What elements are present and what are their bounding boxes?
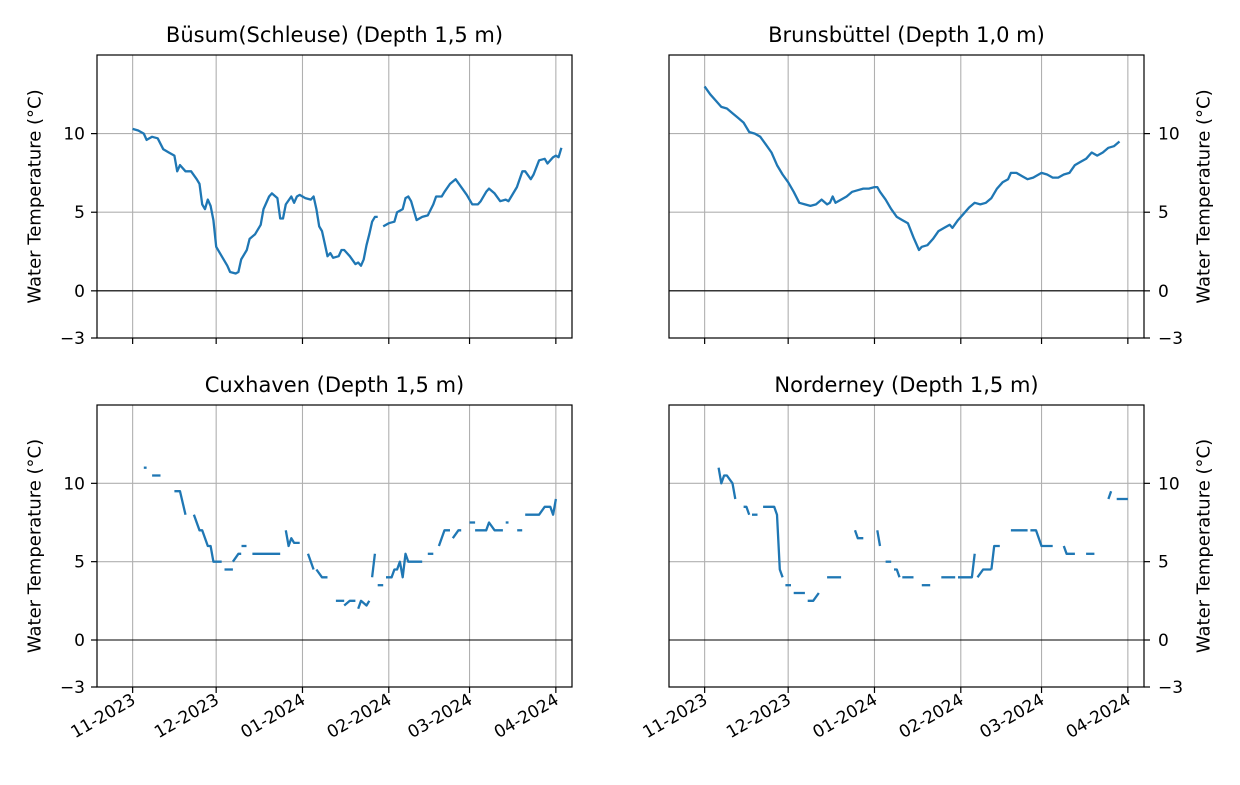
y-tick-label-2: 5 [74, 203, 85, 223]
series-line-segment-16 [976, 568, 992, 578]
ticks-busum: −3 0 5 10 [60, 125, 557, 349]
series-line-segment-8 [284, 530, 300, 548]
y-tick-label-3: 10 [1158, 474, 1180, 494]
axes-frame-brunsbuettel [668, 54, 1145, 339]
plot-area-norderney [717, 467, 1128, 602]
axes-frame-cuxhaven [96, 404, 573, 688]
series-line-segment-17 [990, 544, 1000, 570]
y-axis-label-busum: Water Temperature (°C) [25, 89, 46, 303]
plot-area-busum [132, 127, 563, 275]
series-line-segment-5 [231, 552, 242, 563]
series-line-segment-0 [717, 467, 737, 500]
y-axis-label-cuxhaven: Water Temperature (°C) [25, 439, 46, 653]
series-line-segment-2 [174, 490, 187, 515]
series-line-segment-1 [382, 147, 563, 228]
y-tick-label-0: −3 [1158, 678, 1183, 698]
y-tick-label-1: 0 [1158, 282, 1169, 302]
chart-title-norderney: Norderney (Depth 1,5 m) [774, 373, 1038, 397]
series-line-segment-24 [525, 498, 558, 516]
chart-title-busum: Büsum(Schleuse) (Depth 1,5 m) [166, 23, 503, 47]
y-tick-label-1: 0 [1158, 631, 1169, 651]
series-line-segment-11 [894, 568, 901, 578]
y-tick-label-3: 10 [63, 474, 85, 494]
series-line-segment-21 [475, 521, 503, 532]
y-tick-label-2: 5 [1158, 553, 1169, 573]
axes-frame-norderney [668, 404, 1145, 688]
series-line-segment-0 [703, 85, 1121, 252]
axes-frame-busum [96, 54, 573, 339]
y-tick-label-1: 0 [74, 282, 85, 302]
plot-area-brunsbuettel [703, 85, 1121, 252]
y-tick-label-0: −3 [60, 329, 85, 349]
series-line-segment-19 [451, 529, 462, 539]
series-line-segment-3 [192, 514, 222, 563]
series-line-segment-18 [437, 529, 450, 547]
y-axis-label-norderney: Water Temperature (°C) [1194, 439, 1215, 653]
series-line-segment-14 [370, 553, 377, 578]
y-tick-label-0: −3 [1158, 329, 1183, 349]
panel-brunsbuettel: −3 0 5 10 Brunsbüttel (Depth 1,0 m) Water T… [668, 23, 1215, 349]
series-line-segment-0 [132, 127, 378, 275]
series-line-segment-15 [958, 553, 976, 579]
series-line-segment-20 [1062, 545, 1075, 555]
series-line-segment-10 [315, 568, 328, 579]
y-tick-label-2: 5 [1158, 203, 1169, 223]
plot-area-cuxhaven [143, 466, 558, 610]
chart-title-brunsbuettel: Brunsbüttel (Depth 1,0 m) [768, 23, 1045, 47]
panel-busum: −3 0 5 10 Büsum(Schleuse) (Depth 1,5 m) Wat… [25, 23, 573, 349]
series-line-segment-19 [1030, 529, 1053, 548]
y-tick-label-2: 5 [74, 553, 85, 573]
y-tick-label-3: 10 [1158, 125, 1180, 145]
series-line-segment-8 [853, 529, 864, 540]
series-line-segment-16 [386, 552, 423, 579]
series-line-segment-22 [1107, 490, 1113, 500]
chart-title-cuxhaven: Cuxhaven (Depth 1,5 m) [205, 373, 464, 397]
series-line-segment-1 [743, 505, 751, 516]
series-line-segment-3 [763, 505, 784, 578]
series-line-segment-6 [807, 592, 820, 602]
series-line-segment-12 [343, 599, 356, 607]
y-tick-label-3: 10 [63, 125, 85, 145]
ticks-brunsbuettel: −3 0 5 10 [704, 125, 1183, 349]
y-axis-label-brunsbuettel: Water Temperature (°C) [1194, 89, 1215, 303]
series-line-segment-9 [306, 553, 315, 570]
y-tick-label-0: −3 [60, 678, 85, 698]
series-line-segment-9 [876, 530, 882, 547]
y-tick-label-1: 0 [74, 631, 85, 651]
series-line-segment-13 [357, 599, 371, 610]
